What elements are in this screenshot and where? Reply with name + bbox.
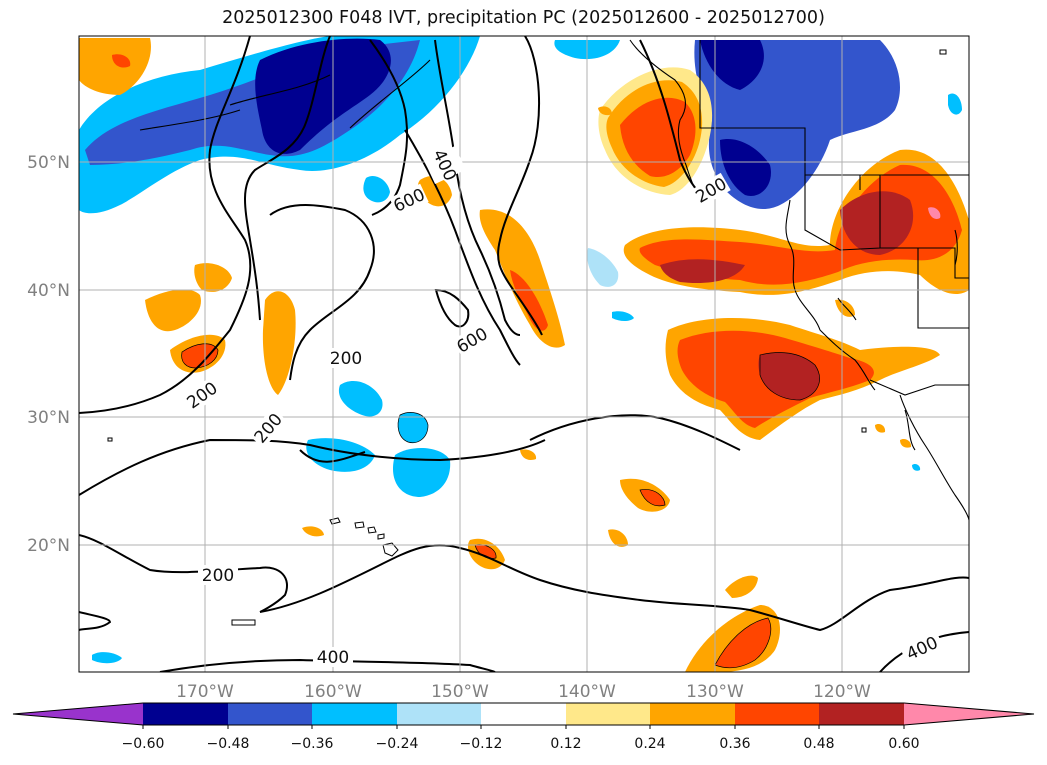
map-frame [78, 35, 970, 673]
colorbar-tick-label: 0.24 [634, 736, 665, 752]
colorbar-segment [650, 703, 735, 725]
lon-label: 140°W [558, 682, 616, 702]
contour-label: 200 [330, 349, 362, 369]
positive-precip-regions [79, 38, 969, 672]
colorbar-tick-label: −0.12 [460, 736, 503, 752]
gridlines [79, 36, 969, 672]
colorbar-segment [228, 703, 312, 725]
page-title: 2025012300 F048 IVT, precipitation PC (2… [222, 8, 825, 28]
lon-label: 130°W [686, 682, 744, 702]
colorbar-segment [819, 703, 904, 725]
colorbar-segment [566, 703, 650, 725]
colorbar-tick-label: −0.48 [207, 736, 250, 752]
hawaii-islands [107, 49, 947, 626]
negative-precip-regions [79, 36, 962, 664]
lon-label: 160°W [304, 682, 362, 702]
coastlines [139, 39, 969, 521]
colorbar: −0.60 −0.48 −0.36 −0.24 −0.12 0.12 0.24 … [12, 702, 1035, 752]
lat-label: 30°N [27, 408, 70, 428]
colorbar-tick-label: 0.12 [550, 736, 581, 752]
colorbar-segment [143, 703, 228, 725]
ivt-contours [79, 36, 969, 672]
lon-label: 120°W [813, 682, 871, 702]
colorbar-segment [312, 703, 397, 725]
lat-label: 40°N [27, 281, 70, 301]
contour-label: 400 [317, 648, 349, 668]
lat-label: 20°N [27, 536, 70, 556]
lon-label: 170°W [176, 682, 234, 702]
precip-contour-outlines [181, 343, 820, 669]
colorbar-segment [481, 703, 566, 725]
colorbar-extend-max [904, 703, 1034, 725]
colorbar-tick-label: −0.60 [122, 736, 165, 752]
colorbar-tick-label: −0.24 [376, 736, 419, 752]
latitude-labels: 50°N 40°N 30°N 20°N [27, 153, 70, 556]
colorbar-tick-label: −0.36 [291, 736, 334, 752]
colorbar-tick-label: 0.60 [888, 736, 919, 752]
longitude-labels: 170°W 160°W 150°W 140°W 130°W 120°W [176, 682, 871, 702]
lat-label: 50°N [27, 153, 70, 173]
colorbar-segment [397, 703, 481, 725]
colorbar-segment [735, 703, 819, 725]
colorbar-tick-label: 0.48 [803, 736, 834, 752]
map-area: 400 600 200 600 200 200 200 200 400 400 [79, 36, 969, 672]
colorbar-extend-min [13, 703, 143, 725]
colorbar-tick-label: 0.36 [719, 736, 750, 752]
lon-label: 150°W [431, 682, 489, 702]
contour-label: 200 [202, 566, 234, 586]
